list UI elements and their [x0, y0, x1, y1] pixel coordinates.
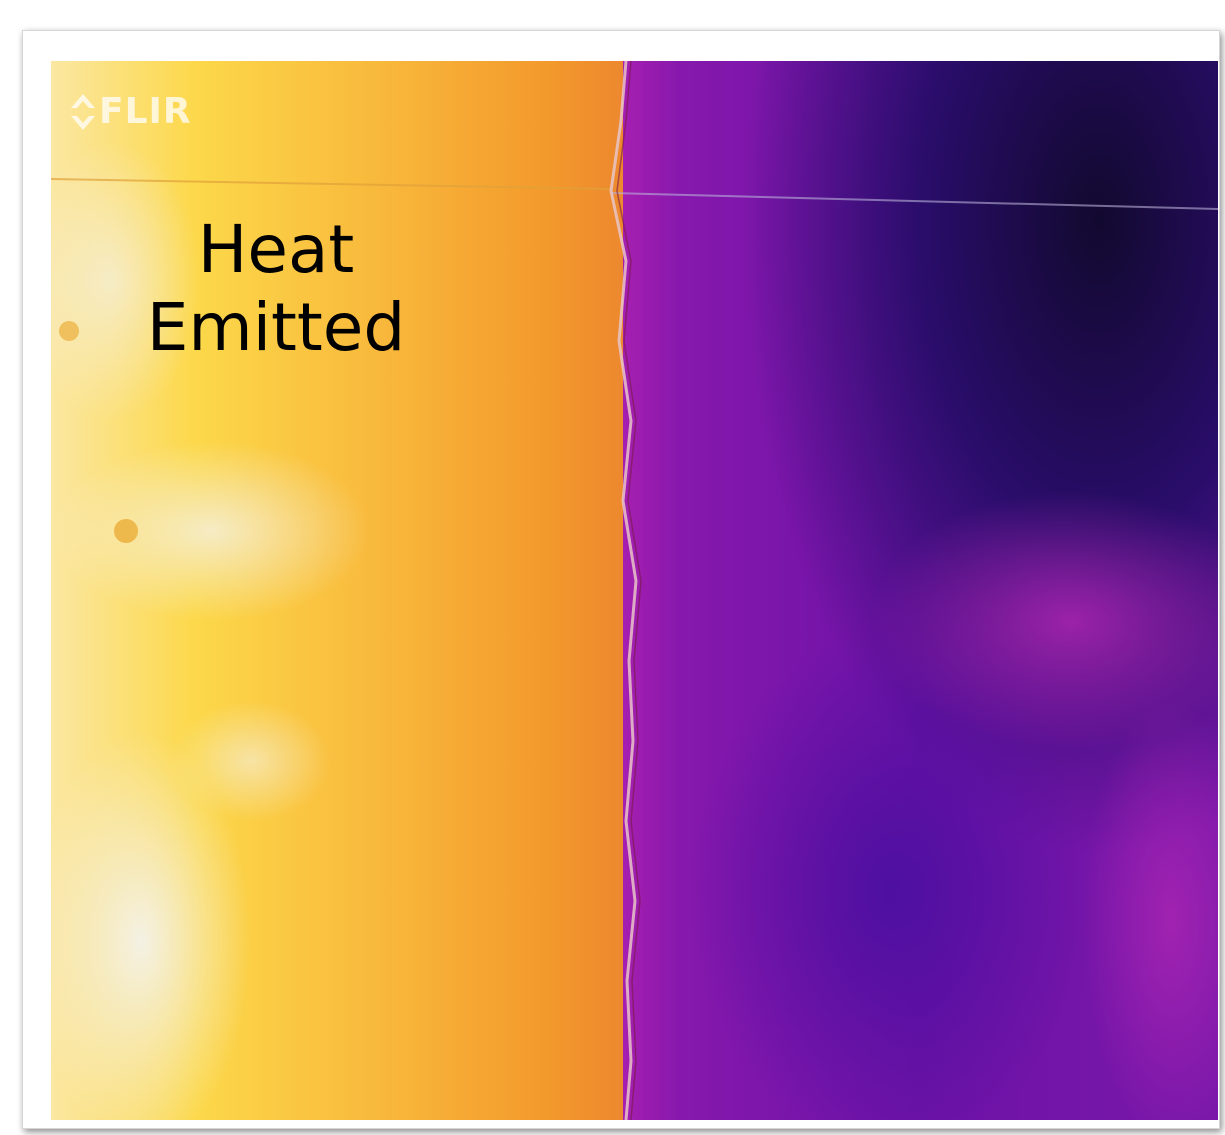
caption-line-1: Heat: [197, 211, 355, 288]
flir-logo-icon: [71, 93, 95, 130]
flir-logo: FLIR: [71, 91, 192, 132]
thermal-scene: [51, 61, 1218, 1120]
heat-emitted-caption: Heat Emitted: [131, 211, 421, 367]
caption-line-2: Emitted: [146, 289, 406, 366]
flir-logo-text: FLIR: [99, 91, 192, 132]
thermal-image: FLIR Heat Emitted: [51, 61, 1218, 1120]
